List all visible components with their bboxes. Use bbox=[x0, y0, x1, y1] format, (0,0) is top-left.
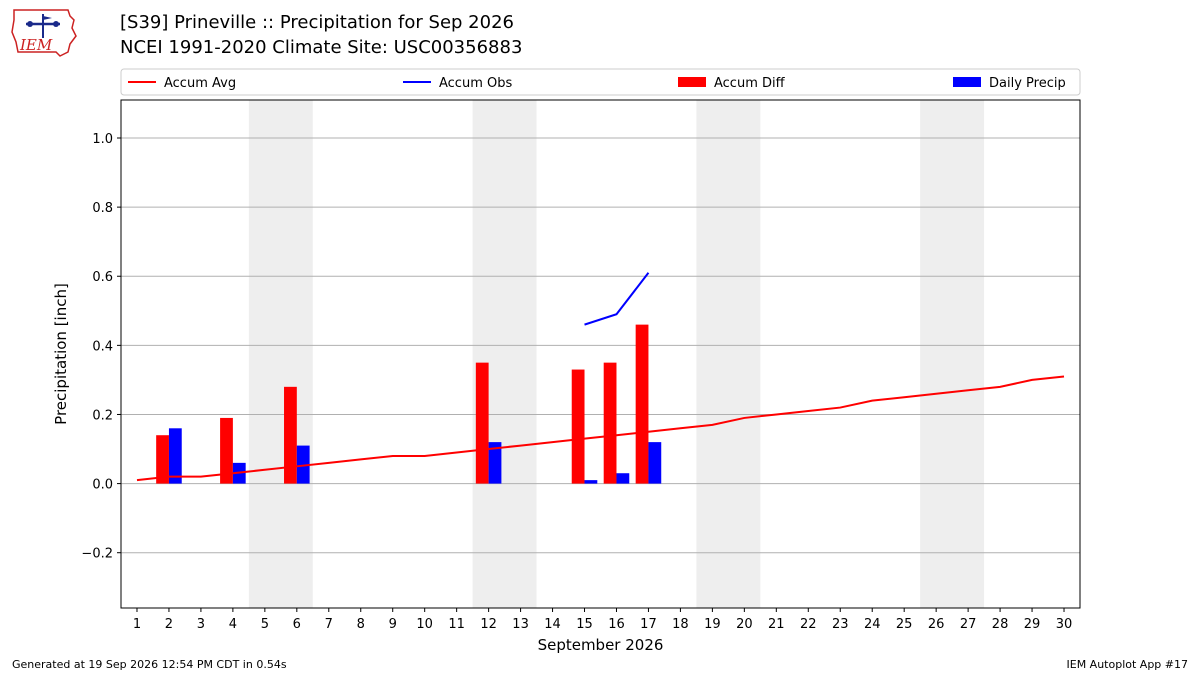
legend-label-accum-avg: Accum Avg bbox=[164, 76, 236, 91]
x-axis-label: September 2026 bbox=[538, 636, 664, 654]
x-tick-label: 2 bbox=[165, 617, 173, 632]
generated-timestamp: Generated at 19 Sep 2026 12:54 PM CDT in… bbox=[12, 658, 287, 671]
x-tick-label: 7 bbox=[325, 617, 333, 632]
weekend-band-3 bbox=[696, 100, 761, 608]
y-tick-label: 0.6 bbox=[92, 270, 113, 285]
x-tick-label: 19 bbox=[704, 617, 721, 632]
legend-swatch-daily-precip bbox=[953, 77, 981, 87]
grid-lines bbox=[121, 137, 1080, 554]
x-tick-label: 23 bbox=[832, 617, 849, 632]
x-tick-label: 11 bbox=[448, 617, 465, 632]
legend-box bbox=[120, 68, 1081, 96]
legend-swatch-accum-diff bbox=[678, 77, 706, 87]
weekend-shading bbox=[248, 100, 985, 608]
x-tick-label: 25 bbox=[896, 617, 913, 632]
bars bbox=[156, 324, 662, 484]
x-tick-label: 13 bbox=[512, 617, 529, 632]
x-tick-label: 28 bbox=[992, 617, 1009, 632]
accum-diff-bar bbox=[635, 324, 649, 484]
x-tick-label: 14 bbox=[544, 617, 561, 632]
legend-label-accum-diff: Accum Diff bbox=[714, 76, 786, 91]
y-tick-label: 1.0 bbox=[92, 132, 113, 147]
y-tick-label: 0.0 bbox=[92, 478, 113, 493]
accum-diff-bar bbox=[284, 386, 297, 484]
series-lines bbox=[136, 272, 1065, 482]
x-tick-label: 18 bbox=[672, 617, 689, 632]
daily-precip-bar bbox=[648, 442, 662, 484]
x-tick-label: 27 bbox=[960, 617, 977, 632]
x-tick-label: 5 bbox=[261, 617, 269, 632]
app-label: IEM Autoplot App #17 bbox=[1066, 658, 1189, 671]
x-tick-label: 20 bbox=[736, 617, 753, 632]
x-tick-label: 22 bbox=[800, 617, 817, 632]
x-tick-label: 6 bbox=[293, 617, 301, 632]
accum-diff-bar bbox=[475, 362, 489, 484]
x-tick-label: 21 bbox=[768, 617, 785, 632]
chart-title: [S39] Prineville :: Precipitation for Se… bbox=[120, 12, 514, 33]
logo-text: IEM bbox=[19, 36, 53, 54]
x-tick-label: 29 bbox=[1024, 617, 1041, 632]
x-tick-label: 24 bbox=[864, 617, 881, 632]
x-tick-label: 9 bbox=[389, 617, 397, 632]
iem-logo: IEM bbox=[11, 9, 77, 57]
accum-diff-bar bbox=[156, 435, 169, 484]
x-tick-label: 4 bbox=[229, 617, 237, 632]
x-tick-label: 30 bbox=[1056, 617, 1073, 632]
x-tick-label: 17 bbox=[640, 617, 657, 632]
x-tick-label: 8 bbox=[357, 617, 365, 632]
accum-diff-bar bbox=[220, 417, 233, 484]
x-tick-label: 3 bbox=[197, 617, 205, 632]
x-tick-label: 15 bbox=[576, 617, 593, 632]
axis-ticks: −0.20.00.20.40.60.81.01 2 3 4 5 6 7 8 9 10 11 12 13 1… bbox=[81, 132, 1072, 632]
plot-frame bbox=[120, 99, 1081, 609]
legend-label-daily-precip: Daily Precip bbox=[989, 76, 1066, 91]
y-tick-label: 0.8 bbox=[92, 201, 113, 216]
daily-precip-bar bbox=[168, 428, 182, 484]
x-tick-label: 1 bbox=[133, 617, 141, 632]
y-axis-label: Precipitation [inch] bbox=[52, 283, 70, 425]
accum-diff-bar bbox=[571, 369, 585, 484]
x-tick-label: 12 bbox=[480, 617, 497, 632]
weekend-band-2 bbox=[472, 100, 537, 608]
daily-precip-bar bbox=[296, 445, 310, 484]
legend-label-accum-obs: Accum Obs bbox=[439, 76, 512, 91]
daily-precip-bar bbox=[616, 473, 630, 484]
y-tick-label: 0.2 bbox=[92, 408, 113, 423]
x-tick-label: 26 bbox=[928, 617, 945, 632]
daily-precip-bar bbox=[584, 480, 598, 484]
daily-precip-bar bbox=[488, 442, 502, 484]
y-tick-label: 0.4 bbox=[92, 339, 113, 354]
accum-diff-bar bbox=[603, 362, 617, 484]
weekend-band-4 bbox=[920, 100, 985, 608]
weekend-band-1 bbox=[248, 100, 313, 608]
accum-avg-line bbox=[136, 375, 1065, 482]
chart-subtitle: NCEI 1991-2020 Climate Site: USC00356883 bbox=[120, 37, 523, 58]
x-tick-label: 10 bbox=[416, 617, 433, 632]
y-tick-label: −0.2 bbox=[81, 547, 113, 562]
accum-obs-line bbox=[584, 272, 650, 326]
x-tick-label: 16 bbox=[608, 617, 625, 632]
legend: Accum Avg Accum Obs Accum Diff Daily Precip bbox=[120, 68, 1081, 96]
